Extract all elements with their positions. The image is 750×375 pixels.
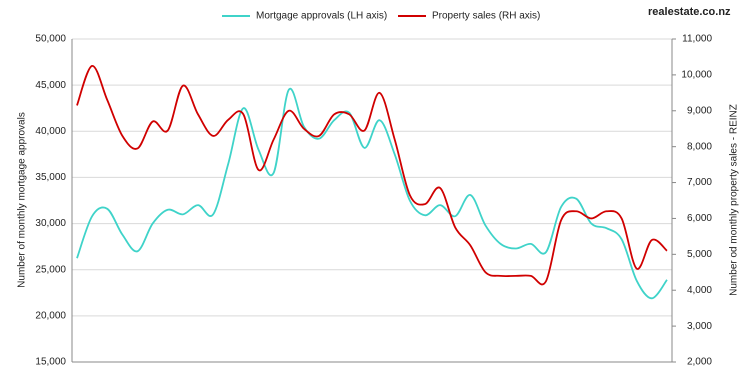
y2-tick-label: 2,000: [687, 357, 712, 368]
y-tick-label: 20,000: [35, 310, 66, 321]
y-tick-label: 25,000: [35, 264, 66, 275]
y2-tick-label: 6,000: [687, 213, 712, 224]
y2-axis-title: Number od monthly property sales - REINZ: [729, 104, 740, 296]
y2-tick-label: 4,000: [687, 285, 712, 296]
y2-tick-label: 5,000: [687, 249, 712, 260]
y2-tick-label: 10,000: [681, 70, 712, 81]
y-tick-label: 50,000: [35, 34, 66, 45]
series-line: [76, 65, 668, 286]
logo: realestate.co.nz: [648, 6, 731, 18]
y-tick-label: 30,000: [35, 218, 66, 229]
legend-label: Property sales (RH axis): [432, 11, 540, 22]
y-tick-label: 40,000: [35, 126, 66, 137]
y-axis-title: Number of monthly mortgage approvals: [17, 112, 28, 288]
y-tick-label: 35,000: [35, 172, 66, 183]
legend-label: Mortgage approvals (LH axis): [256, 11, 387, 22]
y2-tick-label: 7,000: [687, 177, 712, 188]
y2-tick-label: 8,000: [687, 141, 712, 152]
y2-tick-label: 9,000: [687, 105, 712, 116]
y2-tick-label: 11,000: [682, 34, 712, 45]
y-tick-label: 45,000: [35, 80, 66, 91]
y2-tick-label: 3,000: [687, 321, 712, 332]
y-tick-label: 15,000: [35, 357, 66, 368]
series-line: [76, 87, 668, 300]
